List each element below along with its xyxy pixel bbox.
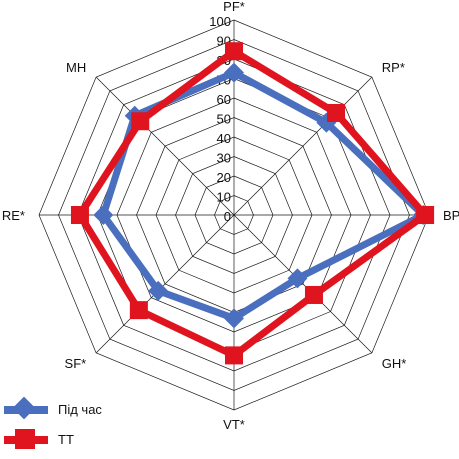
axis-line-7 — [95, 76, 235, 216]
series-1-point-6 — [93, 205, 114, 225]
series-2-point-3 — [304, 285, 323, 304]
series-2-point-2 — [416, 206, 435, 224]
axis-label-4: VT* — [223, 417, 245, 432]
series-2-point-0 — [225, 42, 243, 61]
series-2 — [70, 42, 435, 365]
series-2-point-7 — [131, 112, 150, 131]
tick-label-100: 100 — [209, 14, 231, 29]
legend-diamond-marker — [12, 396, 36, 420]
series-1-point-3 — [287, 268, 308, 289]
axis-label-2: BP — [443, 208, 459, 223]
series-group — [70, 42, 435, 365]
axis-label-7: MH — [66, 60, 86, 75]
series-1-point-5 — [148, 280, 169, 301]
radar-grid — [38, 19, 430, 411]
legend-item-series-1: Під час — [0, 395, 140, 425]
series-2-point-1 — [327, 103, 346, 122]
tick-label-0: 0 — [224, 209, 231, 224]
legend-label-series-2: ТТ — [58, 432, 74, 447]
axis-label-3: GH* — [382, 356, 407, 371]
legend-square-marker — [15, 429, 35, 449]
axis-label-5: SF* — [65, 356, 87, 371]
axis-line-3 — [233, 214, 373, 354]
series-1-point-0 — [224, 62, 244, 83]
tick-label-10: 10 — [217, 190, 231, 205]
tick-label-60: 60 — [217, 92, 231, 107]
series-1-point-4 — [224, 308, 244, 329]
tick-label-30: 30 — [217, 151, 231, 166]
axis-line-1 — [233, 76, 373, 216]
series-2-point-6 — [70, 206, 89, 224]
tick-label-50: 50 — [217, 112, 231, 127]
axis-label-6: RE* — [2, 208, 25, 223]
axis-label-1: RP* — [382, 60, 405, 75]
series-2-point-4 — [225, 346, 243, 365]
axis-labels: PF* RP* BP GH* VT* SF* RE* MH — [2, 0, 459, 432]
tick-label-40: 40 — [217, 131, 231, 146]
legend-label-series-1: Під час — [58, 402, 102, 417]
series-2-point-5 — [129, 301, 148, 320]
axis-label-0: PF* — [223, 0, 245, 14]
axis-line-5 — [95, 214, 235, 354]
legend-item-series-2: ТТ — [0, 425, 140, 455]
tick-label-20: 20 — [217, 170, 231, 185]
